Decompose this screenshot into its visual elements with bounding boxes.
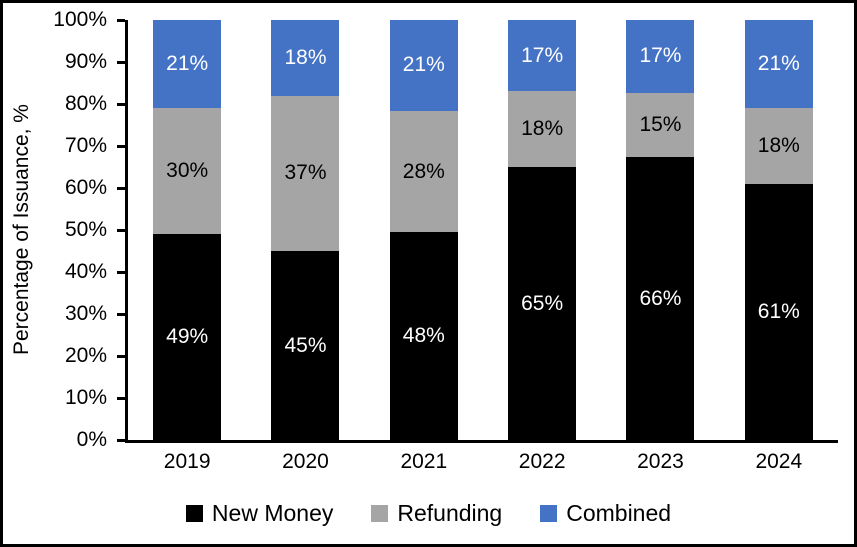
- bar-value-label: 28%: [402, 159, 445, 183]
- bar-segment-combined: 17%: [508, 20, 577, 92]
- plot-area: 21% 30% 49% 18% 37% 45% 21% 28% 48% 17% 18% 65% 17% 1…: [125, 20, 838, 443]
- bar-segment-new-money: 66%: [626, 157, 695, 440]
- bar-value-label: 18%: [521, 117, 564, 141]
- bar-slot-2023: 17% 15% 66%: [601, 20, 719, 440]
- bar-segment-new-money: 45%: [271, 251, 340, 440]
- x-axis-label-2021: 2021: [400, 450, 448, 473]
- y-tick-label: 40%: [64, 260, 107, 283]
- y-tick-mark: [117, 186, 125, 190]
- bar-value-label: 66%: [639, 286, 682, 310]
- bar-value-label: 18%: [284, 45, 327, 69]
- y-tick-mark: [117, 396, 125, 400]
- x-axis-label-2020: 2020: [282, 450, 329, 473]
- legend-swatch-refunding: [371, 504, 389, 522]
- bar-value-label: 21%: [166, 52, 209, 76]
- bar-value-label: 17%: [521, 43, 564, 67]
- y-tick-mark: [117, 144, 125, 148]
- y-tick-mark: [117, 438, 125, 442]
- bar-segment-combined: 18%: [271, 20, 340, 96]
- legend-item-refunding: Refunding: [371, 500, 502, 527]
- x-axis-label-2019: 2019: [163, 450, 211, 473]
- bar-segment-combined: 21%: [153, 20, 222, 109]
- y-tick-label: 70%: [64, 134, 107, 157]
- bar-value-label: 18%: [757, 134, 800, 157]
- bar-segment-refunding: 28%: [389, 110, 458, 233]
- bar-value-label: 15%: [639, 113, 682, 136]
- bar-2023: 17% 15% 66%: [626, 20, 695, 440]
- legend-label-refunding: Refunding: [397, 499, 503, 526]
- bar-segment-new-money: 48%: [389, 232, 458, 440]
- y-tick-label: 30%: [64, 302, 107, 325]
- bar-value-label: 37%: [284, 161, 327, 185]
- bar-segment-combined: 17%: [626, 20, 695, 93]
- bar-value-label: 21%: [757, 52, 800, 76]
- y-tick-mark: [117, 60, 125, 64]
- bar-value-label: 30%: [166, 159, 209, 183]
- bar-slot-2021: 21% 28% 48%: [365, 20, 483, 440]
- x-axis-label-2022: 2022: [518, 450, 566, 473]
- bar-segment-combined: 21%: [744, 20, 813, 109]
- legend-item-combined: Combined: [540, 500, 671, 527]
- legend-label-new-money: New Money: [211, 499, 334, 526]
- x-axis-label-2023: 2023: [637, 450, 684, 473]
- bar-2024: 21% 18% 61%: [744, 20, 813, 440]
- bar-segment-refunding: 15%: [626, 92, 695, 158]
- y-tick-mark: [117, 312, 125, 316]
- x-axis-label-2024: 2024: [755, 450, 803, 473]
- bar-segment-refunding: 37%: [271, 95, 340, 251]
- y-tick-label: 10%: [64, 386, 107, 409]
- bar-value-label: 61%: [757, 299, 800, 323]
- bar-value-label: 48%: [402, 324, 445, 348]
- y-tick-label: 100%: [53, 8, 107, 31]
- legend-item-new-money: New Money: [185, 499, 334, 527]
- bar-segment-refunding: 30%: [153, 108, 222, 235]
- bar-value-label: 49%: [166, 325, 209, 349]
- bar-segment-combined: 21%: [389, 20, 458, 111]
- y-tick-label: 50%: [64, 218, 107, 241]
- y-tick-label: 90%: [64, 50, 107, 73]
- bar-slot-2019: 21% 30% 49%: [128, 20, 246, 440]
- y-tick-label: 80%: [64, 92, 107, 115]
- x-axis-labels: 2019 2020 2021 2022 2023 2024: [128, 450, 838, 474]
- bar-value-label: 65%: [521, 291, 564, 315]
- y-tick-mark: [117, 102, 125, 106]
- y-tick-label: 60%: [64, 176, 107, 199]
- bar-value-label: 45%: [284, 333, 327, 357]
- y-tick-mark: [117, 18, 125, 22]
- bar-segment-refunding: 18%: [744, 108, 813, 184]
- y-tick-mark: [117, 270, 125, 274]
- legend-swatch-combined: [540, 504, 558, 522]
- bar-segment-new-money: 61%: [744, 183, 813, 440]
- bar-2022: 17% 18% 65%: [508, 20, 577, 440]
- y-tick-label: 0%: [76, 428, 107, 451]
- y-axis-ticks: 0% 10% 20% 30% 40% 50% 60% 70% 80% 90% 100%: [3, 9, 125, 451]
- y-tick-mark: [117, 228, 125, 232]
- bar-slot-2024: 21% 18% 61%: [720, 20, 838, 440]
- bar-2021: 21% 28% 48%: [389, 20, 458, 440]
- legend-swatch-new-money: [185, 504, 203, 522]
- bar-segment-new-money: 49%: [153, 234, 222, 440]
- bar-value-label: 17%: [639, 44, 682, 68]
- bar-slot-2022: 17% 18% 65%: [483, 20, 601, 440]
- bar-2020: 18% 37% 45%: [271, 20, 340, 440]
- legend-label-combined: Combined: [566, 499, 672, 526]
- bar-segment-refunding: 18%: [508, 91, 577, 167]
- y-tick-label: 20%: [64, 344, 107, 367]
- y-tick-mark: [117, 354, 125, 358]
- bar-value-label: 21%: [402, 53, 445, 77]
- bar-2019: 21% 30% 49%: [153, 20, 222, 440]
- bar-segment-new-money: 65%: [508, 167, 577, 440]
- bar-slot-2020: 18% 37% 45%: [246, 20, 364, 440]
- bars-container: 21% 30% 49% 18% 37% 45% 21% 28% 48% 17% 18% 65% 17% 1…: [128, 20, 838, 440]
- legend: New Money Refunding Combined: [3, 495, 854, 531]
